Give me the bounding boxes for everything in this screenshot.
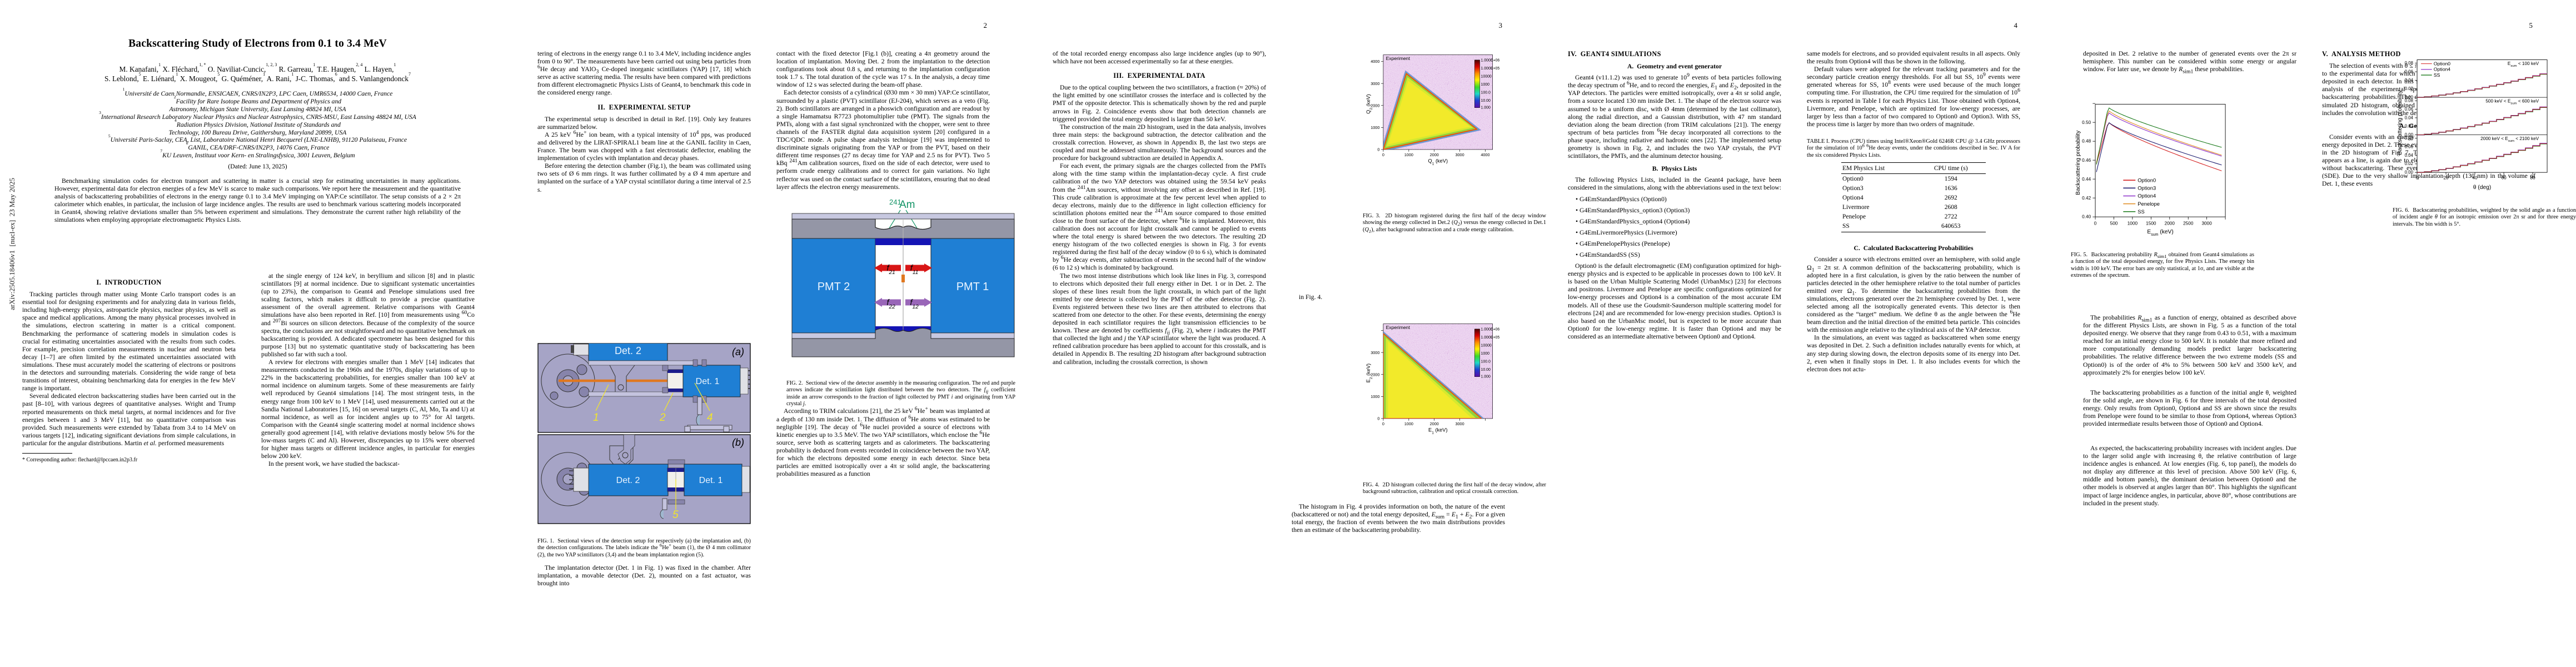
svg-text:1.000: 1.000 — [1481, 375, 1491, 379]
svg-text:1.000E+05: 1.000E+05 — [1481, 67, 1500, 71]
svg-text:1: 1 — [593, 412, 599, 424]
svg-text:Det. 1: Det. 1 — [696, 377, 720, 386]
svg-text:2000: 2000 — [1371, 372, 1379, 377]
svg-text:2000: 2000 — [1430, 152, 1439, 157]
svg-text:1500: 1500 — [2146, 221, 2156, 226]
svg-text:0.06: 0.06 — [2405, 69, 2414, 74]
svg-text:Det. 2: Det. 2 — [615, 345, 641, 356]
svg-text:Q1 (keV): Q1 (keV) — [1428, 158, 1448, 166]
svg-text:1.000: 1.000 — [1481, 106, 1491, 110]
svg-text:1000: 1000 — [1481, 352, 1490, 356]
svg-text:4: 4 — [707, 412, 713, 424]
svg-text:0.04: 0.04 — [2405, 115, 2414, 120]
svg-text:0: 0 — [1382, 152, 1384, 157]
svg-text:Option0: Option0 — [2434, 61, 2450, 66]
svg-text:1000: 1000 — [1371, 394, 1379, 399]
svg-text:Det. 2: Det. 2 — [616, 476, 640, 485]
svg-text:0.04: 0.04 — [2405, 153, 2414, 158]
svg-text:1.000E+06: 1.000E+06 — [1481, 59, 1500, 63]
svg-text:0.08: 0.08 — [2405, 61, 2414, 66]
svg-text:20: 20 — [2443, 176, 2449, 181]
svg-text:60: 60 — [2502, 176, 2507, 181]
svg-text:0.48: 0.48 — [2082, 139, 2091, 144]
svg-text:0.00: 0.00 — [2405, 170, 2414, 175]
svg-text:0: 0 — [2094, 221, 2097, 226]
svg-text:1000: 1000 — [1404, 421, 1413, 426]
svg-text:E1 (keV): E1 (keV) — [1428, 427, 1447, 435]
svg-text:0.02: 0.02 — [2405, 161, 2413, 166]
svg-text:Experiment: Experiment — [1386, 56, 1411, 61]
svg-text:2: 2 — [659, 412, 666, 424]
svg-text:3000: 3000 — [1455, 421, 1464, 426]
svg-text:5: 5 — [672, 509, 679, 521]
svg-text:10.00: 10.00 — [1481, 99, 1491, 103]
svg-text:0.44: 0.44 — [2082, 177, 2091, 182]
svg-text:4000: 4000 — [1371, 59, 1379, 64]
svg-text:0: 0 — [2416, 176, 2419, 181]
svg-text:3000: 3000 — [2201, 221, 2212, 226]
svg-text:Penelope: Penelope — [2137, 201, 2160, 207]
svg-text:3000: 3000 — [1455, 152, 1464, 157]
svg-text:θ (deg): θ (deg) — [2473, 185, 2491, 191]
svg-text:2000: 2000 — [1430, 421, 1439, 426]
svg-text:0.40: 0.40 — [2082, 215, 2091, 220]
svg-text:100.0: 100.0 — [1481, 360, 1491, 364]
svg-text:10000: 10000 — [1481, 344, 1492, 348]
svg-text:1000: 1000 — [2127, 221, 2138, 226]
svg-text:PMT 2: PMT 2 — [818, 281, 850, 293]
svg-text:Am: Am — [899, 199, 915, 211]
svg-text:0.04: 0.04 — [2405, 78, 2414, 83]
svg-text:0.06: 0.06 — [2405, 145, 2414, 150]
svg-text:3000: 3000 — [1371, 350, 1379, 355]
svg-text:2500: 2500 — [2183, 221, 2194, 226]
svg-text:(b): (b) — [732, 437, 744, 448]
svg-text:Option4: Option4 — [2137, 193, 2156, 199]
svg-text:0: 0 — [1377, 416, 1379, 421]
svg-text:1000: 1000 — [1371, 125, 1379, 130]
svg-text:80: 80 — [2530, 176, 2536, 181]
svg-text:0.02: 0.02 — [2405, 86, 2413, 91]
svg-text:10000: 10000 — [1481, 75, 1492, 79]
svg-text:SS: SS — [2137, 208, 2145, 215]
svg-text:Backscattering probability: Backscattering probability — [2075, 130, 2081, 195]
svg-text:10.00: 10.00 — [1481, 368, 1491, 372]
svg-text:0: 0 — [1382, 421, 1384, 426]
svg-text:Option3: Option3 — [2137, 185, 2156, 191]
svg-text:2000: 2000 — [1371, 103, 1379, 108]
svg-text:0.08: 0.08 — [2405, 136, 2414, 141]
svg-text:1000: 1000 — [1404, 152, 1413, 157]
svg-text:(a): (a) — [732, 346, 744, 357]
svg-text:0.50: 0.50 — [2082, 120, 2091, 125]
svg-text:3000: 3000 — [1371, 81, 1379, 86]
svg-text:1.000E+06: 1.000E+06 — [1481, 328, 1500, 332]
svg-text:0.42: 0.42 — [2082, 196, 2091, 201]
svg-text:SS: SS — [2434, 72, 2440, 78]
svg-text:0.02: 0.02 — [2405, 124, 2413, 129]
svg-text:Option4: Option4 — [2434, 67, 2450, 72]
svg-text:Esum (keV): Esum (keV) — [2147, 229, 2173, 237]
svg-text:Backscattering probability: Backscattering probability — [2397, 90, 2403, 155]
svg-text:PMT 1: PMT 1 — [956, 281, 989, 293]
svg-text:Experiment: Experiment — [1386, 325, 1411, 330]
svg-text:Det. 1: Det. 1 — [699, 476, 723, 485]
svg-text:40: 40 — [2472, 176, 2478, 181]
svg-text:500: 500 — [2110, 221, 2118, 226]
svg-text:2000: 2000 — [2165, 221, 2175, 226]
svg-text:0: 0 — [1377, 147, 1379, 152]
svg-text:0.46: 0.46 — [2082, 158, 2091, 163]
svg-text:Option0: Option0 — [2137, 177, 2156, 183]
svg-text:0.06: 0.06 — [2405, 107, 2414, 112]
svg-text:4000: 4000 — [1481, 152, 1489, 157]
svg-text:0.08: 0.08 — [2405, 98, 2414, 103]
svg-text:100.0: 100.0 — [1481, 91, 1491, 95]
svg-text:1.000E+05: 1.000E+05 — [1481, 336, 1500, 340]
svg-text:1000: 1000 — [1481, 83, 1490, 87]
